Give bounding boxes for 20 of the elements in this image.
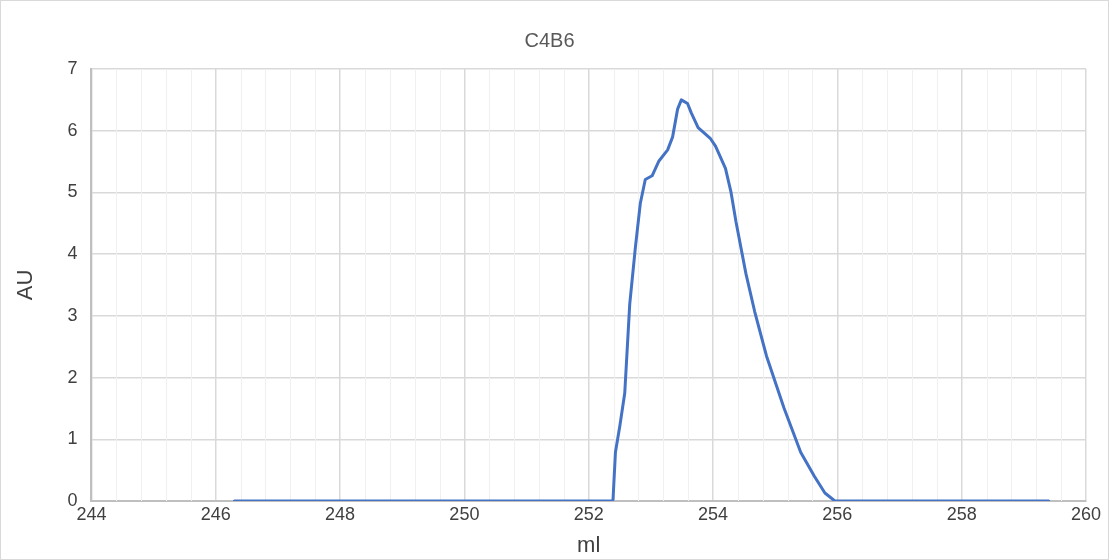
x-tick-label: 254 bbox=[698, 503, 729, 524]
y-tick-label: 1 bbox=[67, 428, 78, 449]
x-tick-label: 252 bbox=[573, 503, 604, 524]
x-tick-label: 246 bbox=[200, 503, 231, 524]
y-tick-label: 5 bbox=[67, 181, 78, 202]
x-tick-label: 260 bbox=[1070, 503, 1102, 524]
x-axis-title: ml bbox=[577, 531, 601, 557]
y-tick-label: 3 bbox=[67, 304, 78, 325]
y-tick-label: 4 bbox=[67, 243, 78, 264]
x-tick-label: 248 bbox=[325, 503, 356, 524]
chart-title: C4B6 bbox=[524, 28, 575, 51]
x-tick-label: 250 bbox=[449, 503, 480, 524]
y-tick-label: 0 bbox=[67, 489, 78, 510]
y-tick-label: 6 bbox=[67, 119, 78, 140]
x-tick-label: 256 bbox=[822, 503, 853, 524]
y-tick-label: 7 bbox=[67, 57, 78, 78]
y-axis-title: AU bbox=[12, 269, 38, 301]
x-tick-label: 244 bbox=[76, 503, 107, 524]
x-tick-label: 258 bbox=[946, 503, 977, 524]
y-tick-label: 2 bbox=[67, 366, 78, 387]
